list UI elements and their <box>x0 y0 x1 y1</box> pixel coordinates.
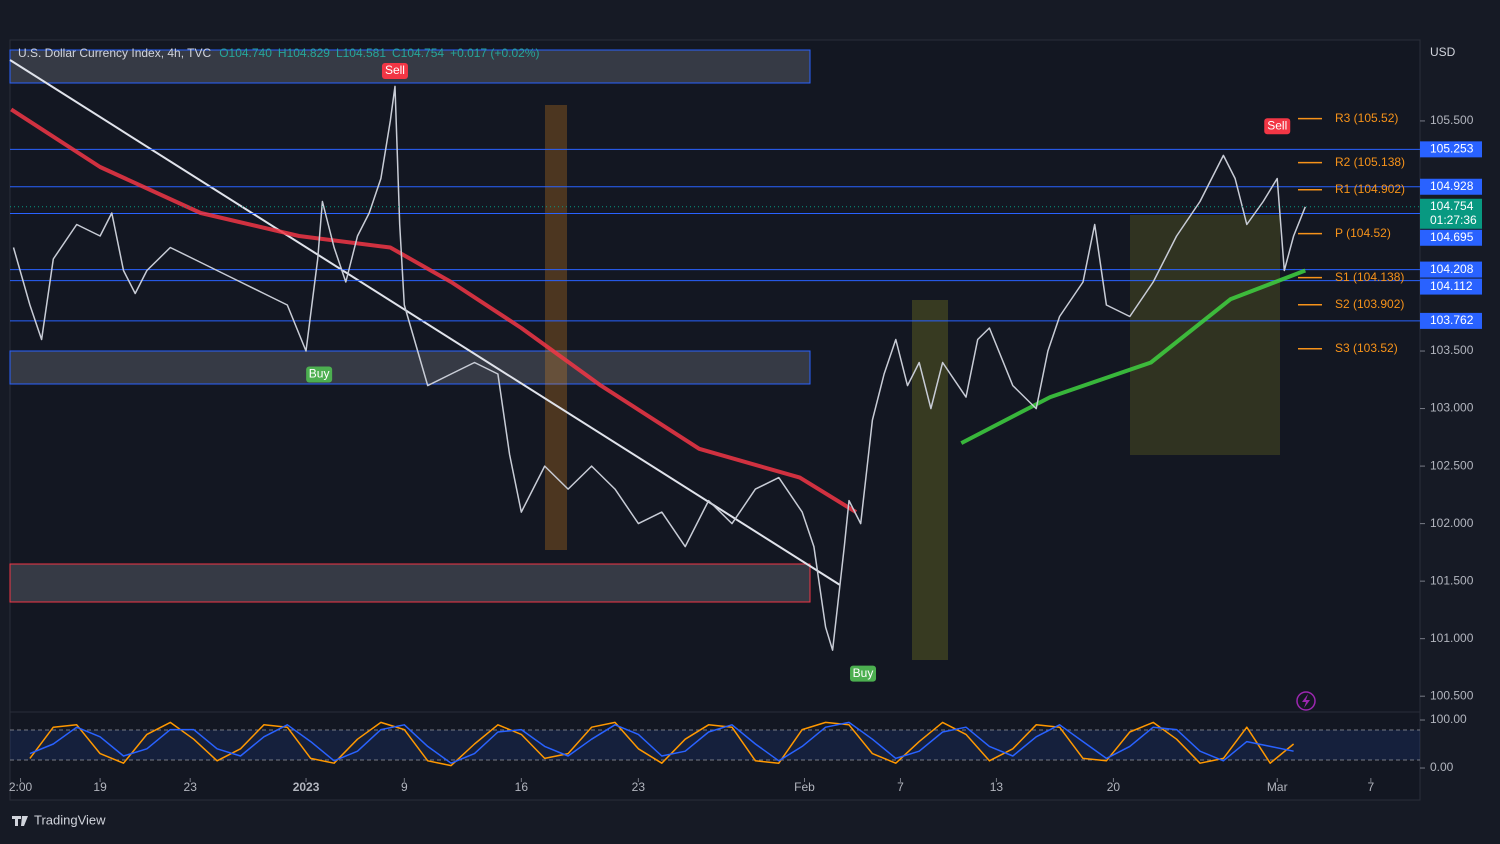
x-tick-label: 16 <box>515 780 529 794</box>
y-tick-label: 102.500 <box>1430 458 1474 472</box>
price-badge <box>1420 229 1482 246</box>
x-tick-label: 13 <box>990 780 1004 794</box>
y-tick-label: 103.000 <box>1430 401 1474 415</box>
x-tick-label: 20 <box>1107 780 1121 794</box>
y-tick-label: 100.500 <box>1430 688 1474 702</box>
ohlc: C104.754 <box>392 46 444 60</box>
y-tick-label: 101.000 <box>1430 631 1474 645</box>
x-tick-label: Mar <box>1267 780 1288 794</box>
price-badge <box>1420 278 1482 295</box>
pivot-label: R1 (104.902) <box>1335 182 1405 196</box>
alert-icon-bolt <box>1302 694 1310 708</box>
price-badge-label: 105.253 <box>1430 142 1474 156</box>
highlight-column <box>1130 215 1280 455</box>
price-badge <box>1420 261 1482 278</box>
zone <box>9 350 811 385</box>
ohlc: H104.829 <box>278 46 330 60</box>
signal-label: Buy <box>309 367 330 381</box>
x-tick-label: 7 <box>1368 780 1375 794</box>
symbol-title: U.S. Dollar Currency Index, 4h, TVC <box>18 46 212 60</box>
price-badge <box>1420 312 1482 329</box>
price-badge-label: 104.695 <box>1430 230 1474 244</box>
currency-label: USD <box>1430 45 1456 59</box>
zone <box>9 49 811 84</box>
y-tick-label: 103.500 <box>1430 343 1474 357</box>
x-tick-label: Feb <box>794 780 815 794</box>
x-tick-label: 7 <box>897 780 904 794</box>
signal-label: Sell <box>1267 118 1287 132</box>
ohlc: O104.740 <box>219 46 272 60</box>
y-tick-label: 101.500 <box>1430 573 1474 587</box>
x-tick-label: 2023 <box>293 780 320 794</box>
price-badge-label: 103.762 <box>1430 313 1474 327</box>
moving-average <box>960 268 1307 445</box>
x-tick-label: 19 <box>93 780 107 794</box>
x-tick-label: 23 <box>632 780 646 794</box>
pivot-label: S3 (103.52) <box>1335 341 1398 355</box>
moving-average <box>10 107 858 514</box>
series-line <box>29 721 1295 767</box>
signal-label: Buy <box>853 666 874 680</box>
x-tick-label: 2:00 <box>9 780 33 794</box>
signal-label: Sell <box>385 63 405 77</box>
signal-badge <box>1264 118 1291 135</box>
pivot-label: S1 (104.138) <box>1335 270 1404 284</box>
price-badge <box>1420 178 1482 195</box>
brand: TradingView <box>34 812 106 827</box>
pivot-label: R3 (105.52) <box>1335 111 1398 125</box>
y-tick-label: 100.00 <box>1430 712 1467 726</box>
price-badge-label: 104.754 <box>1430 199 1474 213</box>
ohlc: L104.581 <box>336 46 386 60</box>
alert-icon[interactable] <box>1296 691 1316 711</box>
x-tick-label: 23 <box>184 780 198 794</box>
pivot-label: P (104.52) <box>1335 226 1391 240</box>
y-tick-label: 0.00 <box>1430 760 1454 774</box>
signal-badge <box>850 665 877 682</box>
ohlc: +0.017 (+0.02%) <box>450 46 539 60</box>
x-tick-label: 9 <box>401 780 408 794</box>
signal-badge <box>381 62 408 79</box>
chart-header: U.S. Dollar Currency Index, 4h, TVC O104.… <box>18 46 539 60</box>
price-badge-label: 104.928 <box>1430 179 1474 193</box>
price-badge <box>1420 141 1482 158</box>
highlight-column <box>545 105 567 550</box>
oscillator-band <box>10 730 1420 760</box>
price-badge-label: 104.112 <box>1430 279 1473 293</box>
pivot-label: S2 (103.902) <box>1335 297 1404 311</box>
y-tick-label: 105.500 <box>1430 113 1474 127</box>
series-line <box>12 85 1306 651</box>
series-line <box>29 721 1294 764</box>
highlight-column <box>912 300 948 660</box>
signal-badge <box>306 366 333 383</box>
pivot-label: R2 (105.138) <box>1335 155 1405 169</box>
y-tick-label: 102.000 <box>1430 516 1474 530</box>
price-badge-label: 104.208 <box>1430 262 1474 276</box>
zone <box>9 563 811 603</box>
price-badge <box>1420 198 1482 229</box>
plot-area <box>9 39 1421 801</box>
trend-line <box>9 59 841 586</box>
brand-logo <box>12 816 28 826</box>
countdown: 01:27:36 <box>1430 213 1477 227</box>
